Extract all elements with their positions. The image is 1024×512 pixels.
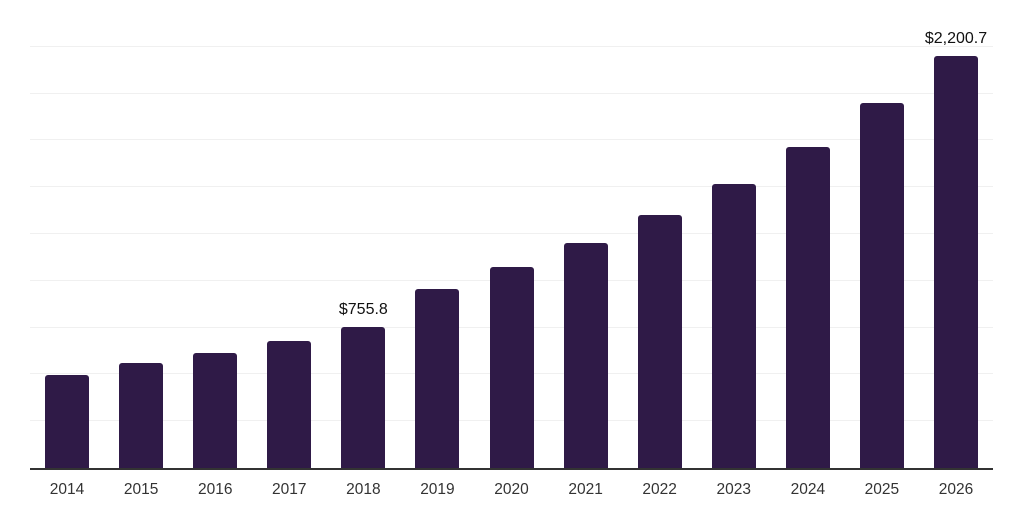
x-tick-2023: 2023	[716, 481, 751, 498]
bar-2019[interactable]	[415, 288, 460, 468]
bar-slot-2018: $755.8	[326, 2, 400, 468]
x-tick-2026: 2026	[938, 481, 974, 498]
bar-2023[interactable]	[711, 183, 756, 468]
bar-slot-2020	[474, 2, 548, 468]
bar-slot-2015	[104, 2, 178, 468]
bar-2014[interactable]	[45, 374, 90, 468]
x-tick-2021: 2021	[568, 481, 603, 498]
x-tick-2024: 2024	[790, 481, 826, 498]
bar-2020[interactable]	[489, 267, 534, 468]
bar-series: $755.8 $2,200.7	[30, 2, 993, 468]
bar-2022[interactable]	[637, 214, 682, 468]
data-label-2026: $2,200.7	[924, 30, 988, 48]
bar-slot-2021	[549, 2, 623, 468]
data-label-2018: $755.8	[338, 300, 388, 318]
bar-2018[interactable]: $755.8	[339, 301, 388, 468]
gridline-1750	[30, 139, 993, 141]
x-tick-2025: 2025	[864, 481, 900, 498]
plot-area: $755.8 $2,200.7	[30, 2, 993, 470]
bar-2021[interactable]	[563, 242, 608, 468]
x-tick-2016: 2016	[197, 481, 233, 498]
gridline-2000	[30, 92, 993, 94]
bar-slot-2025	[845, 2, 919, 468]
x-tick-2014: 2014	[49, 481, 85, 498]
bar-2017[interactable]	[267, 340, 312, 468]
bar-2016[interactable]	[193, 353, 238, 468]
x-tick-2018: 2018	[346, 481, 381, 498]
bar-slot-2022	[623, 2, 697, 468]
x-tick-2015: 2015	[123, 481, 159, 498]
bar-2025[interactable]	[859, 102, 904, 468]
x-tick-2022: 2022	[642, 481, 677, 498]
bar-2024[interactable]	[785, 147, 830, 468]
gridline-2250	[30, 45, 993, 47]
bar-slot-2014	[30, 2, 104, 468]
bar-slot-2019	[400, 2, 474, 468]
x-tick-2019: 2019	[420, 481, 455, 498]
bar-slot-2016	[178, 2, 252, 468]
bar-slot-2024	[771, 2, 845, 468]
gridline-1250	[30, 233, 993, 234]
x-tick-2020: 2020	[494, 481, 529, 498]
bar-2026[interactable]: $2,200.7	[925, 30, 987, 468]
bar-slot-2017	[252, 2, 326, 468]
x-axis: 2014 2015 2016 2017 2018 2019 2020 2021 2022 2023…	[30, 478, 993, 502]
x-tick-2017: 2017	[272, 481, 307, 498]
bar-slot-2023	[697, 2, 771, 468]
bar-2015[interactable]	[119, 363, 164, 468]
gridline-1500	[30, 186, 993, 188]
bar-slot-2026: $2,200.7	[919, 2, 993, 468]
